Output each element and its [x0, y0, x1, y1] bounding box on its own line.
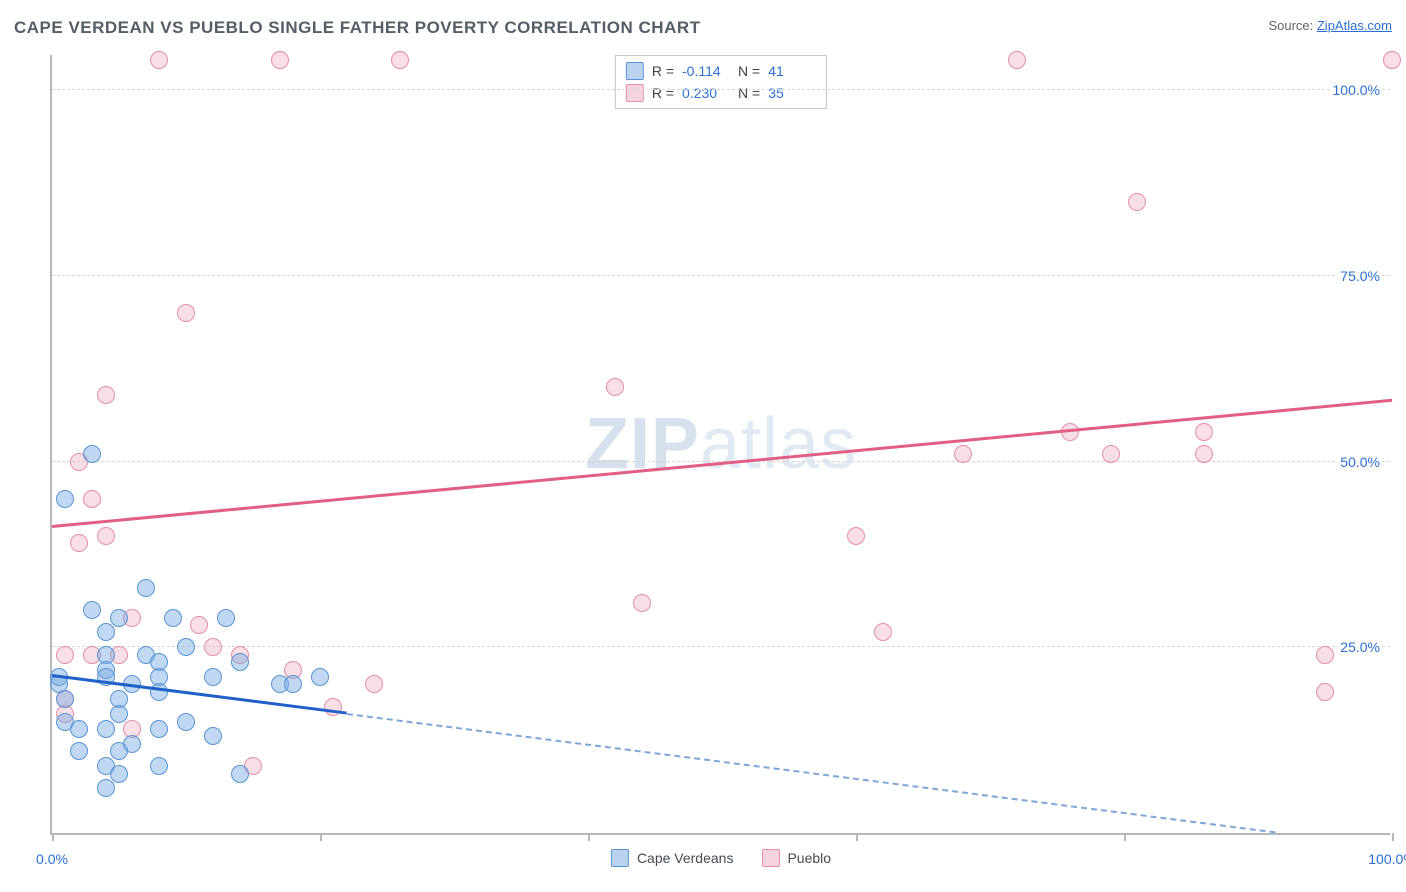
scatter-point-a [70, 742, 88, 760]
stat-r-value-b: 0.230 [682, 85, 730, 101]
scatter-point-a [97, 779, 115, 797]
ytick-label: 75.0% [1338, 268, 1382, 284]
scatter-point-a [231, 765, 249, 783]
swatch-series-a [611, 849, 629, 867]
regression-line-b [52, 399, 1392, 528]
stats-legend-box: R = -0.114 N = 41 R = 0.230 N = 35 [615, 55, 827, 109]
scatter-point-a [137, 579, 155, 597]
gridline-y [52, 89, 1390, 90]
scatter-point-b [70, 534, 88, 552]
scatter-point-b [177, 304, 195, 322]
scatter-point-a [284, 675, 302, 693]
xtick-label-min: 0.0% [36, 851, 68, 867]
source-label: Source: [1268, 18, 1316, 33]
scatter-point-b [150, 51, 168, 69]
scatter-point-b [204, 638, 222, 656]
scatter-point-a [56, 490, 74, 508]
scatter-point-a [204, 668, 222, 686]
scatter-point-a [150, 757, 168, 775]
xtick [1124, 833, 1126, 841]
scatter-point-b [271, 51, 289, 69]
scatter-point-a [231, 653, 249, 671]
stat-r-value-a: -0.114 [682, 63, 730, 79]
scatter-point-a [177, 638, 195, 656]
scatter-point-a [311, 668, 329, 686]
scatter-point-a [110, 609, 128, 627]
watermark-light: atlas [700, 404, 857, 484]
legend-item-a: Cape Verdeans [611, 849, 734, 867]
scatter-point-b [1316, 683, 1334, 701]
scatter-point-a [97, 623, 115, 641]
scatter-point-a [150, 683, 168, 701]
scatter-point-b [1316, 646, 1334, 664]
scatter-point-a [217, 609, 235, 627]
stat-n-label: N = [738, 85, 760, 101]
scatter-point-a [123, 735, 141, 753]
scatter-point-a [83, 601, 101, 619]
legend-label-a: Cape Verdeans [637, 850, 734, 866]
scatter-point-a [56, 690, 74, 708]
scatter-point-a [70, 720, 88, 738]
scatter-point-b [1102, 445, 1120, 463]
regression-line-a-solid [52, 674, 347, 715]
scatter-point-a [110, 765, 128, 783]
stat-n-label: N = [738, 63, 760, 79]
ytick-label: 25.0% [1338, 639, 1382, 655]
scatter-point-a [150, 720, 168, 738]
scatter-point-a [97, 720, 115, 738]
scatter-point-b [97, 386, 115, 404]
stat-r-label: R = [652, 85, 674, 101]
xtick [320, 833, 322, 841]
scatter-point-b [1008, 51, 1026, 69]
chart-title: CAPE VERDEAN VS PUEBLO SINGLE FATHER POV… [14, 18, 701, 37]
scatter-point-a [110, 705, 128, 723]
scatter-point-b [190, 616, 208, 634]
scatter-point-b [1383, 51, 1401, 69]
gridline-y [52, 646, 1390, 647]
scatter-point-b [1128, 193, 1146, 211]
xtick [1392, 833, 1394, 841]
scatter-point-b [1195, 445, 1213, 463]
scatter-point-b [954, 445, 972, 463]
xtick [588, 833, 590, 841]
stat-n-value-b: 35 [768, 85, 816, 101]
scatter-point-a [83, 445, 101, 463]
source-link[interactable]: ZipAtlas.com [1317, 18, 1392, 33]
ytick-label: 100.0% [1331, 82, 1382, 98]
scatter-point-b [56, 646, 74, 664]
xtick-label-max: 100.0% [1368, 851, 1406, 867]
scatter-point-a [177, 713, 195, 731]
stat-r-label: R = [652, 63, 674, 79]
swatch-series-b [626, 84, 644, 102]
gridline-y [52, 275, 1390, 276]
ytick-label: 50.0% [1338, 454, 1382, 470]
scatter-point-a [164, 609, 182, 627]
legend-label-b: Pueblo [787, 850, 831, 866]
bottom-legend: Cape Verdeans Pueblo [611, 849, 831, 867]
stats-row-series-a: R = -0.114 N = 41 [616, 60, 826, 82]
title-bar: CAPE VERDEAN VS PUEBLO SINGLE FATHER POV… [14, 18, 1392, 42]
xtick [856, 833, 858, 841]
stat-n-value-a: 41 [768, 63, 816, 79]
swatch-series-a [626, 62, 644, 80]
scatter-point-b [391, 51, 409, 69]
scatter-point-b [83, 490, 101, 508]
scatter-point-b [633, 594, 651, 612]
chart-container: CAPE VERDEAN VS PUEBLO SINGLE FATHER POV… [0, 0, 1406, 892]
scatter-point-b [1195, 423, 1213, 441]
regression-line-a-dashed [347, 713, 1276, 833]
scatter-point-b [847, 527, 865, 545]
stats-row-series-b: R = 0.230 N = 35 [616, 82, 826, 104]
scatter-point-a [204, 727, 222, 745]
scatter-point-b [606, 378, 624, 396]
xtick [52, 833, 54, 841]
plot-area: ZIPatlas R = -0.114 N = 41 R = 0.230 N =… [50, 55, 1390, 835]
scatter-point-b [97, 527, 115, 545]
scatter-point-b [365, 675, 383, 693]
swatch-series-b [761, 849, 779, 867]
source-attribution: Source: ZipAtlas.com [1268, 18, 1392, 33]
legend-item-b: Pueblo [761, 849, 831, 867]
scatter-point-b [874, 623, 892, 641]
